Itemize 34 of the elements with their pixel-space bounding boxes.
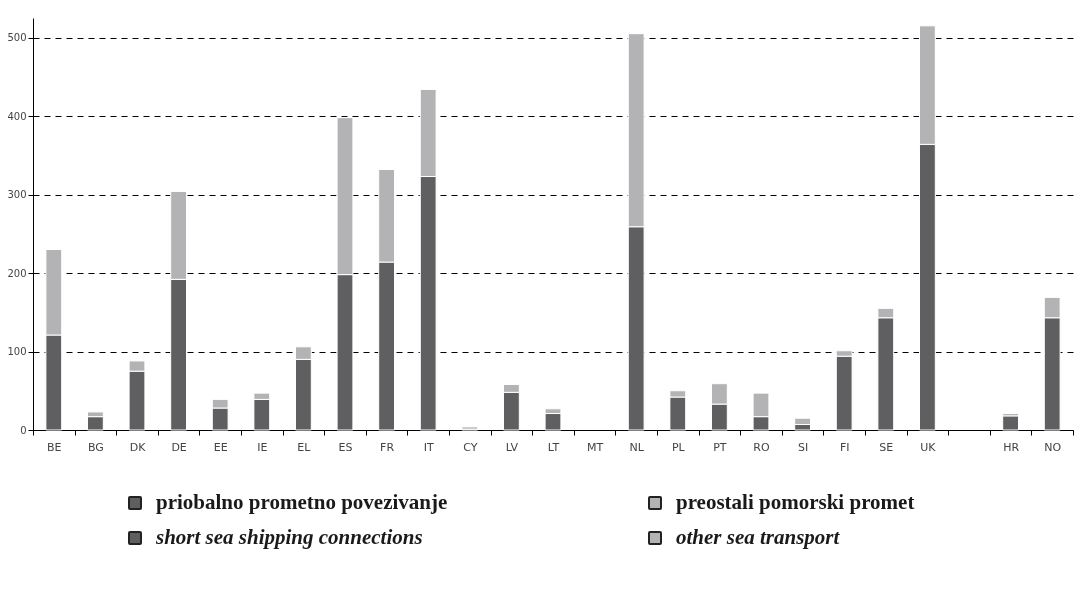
x-tick-label: PT — [713, 440, 727, 454]
y-tick-label: 0 — [20, 424, 27, 436]
x-tick-label: DE — [171, 440, 187, 454]
y-tick-label: 300 — [7, 189, 27, 201]
x-tick-label: HR — [1003, 440, 1020, 454]
x-tick-label: NO — [1044, 440, 1062, 454]
y-tick-label: 400 — [7, 110, 27, 122]
x-tick-label: ES — [338, 440, 353, 454]
x-tick-label: IT — [423, 440, 434, 454]
x-tick-label: LT — [547, 440, 560, 454]
x-tick-label: SE — [879, 440, 894, 454]
x-tick-label: BG — [87, 440, 104, 454]
y-tick-label: 100 — [7, 346, 27, 358]
x-tick-label: FR — [380, 440, 395, 454]
y-tick-label: 200 — [7, 267, 27, 279]
legend-label: priobalno prometno povezivanje — [156, 490, 448, 515]
legend-label: preostali pomorski promet — [676, 490, 915, 515]
x-tick-label: UK — [920, 440, 937, 454]
text: other sea transport — [676, 525, 840, 550]
x-tick-label: NL — [629, 440, 645, 454]
x-tick-label: SI — [797, 440, 809, 454]
x-tick-label: RO — [753, 440, 770, 454]
x-tick-label: BE — [47, 440, 62, 454]
x-tick-label: FI — [839, 440, 850, 454]
x-tick-label: PL — [671, 440, 686, 454]
x-tick-label: IE — [257, 440, 268, 454]
text: short sea shipping connections — [156, 525, 423, 550]
x-tick-label: EL — [297, 440, 312, 454]
x-tick-label: EE — [213, 440, 228, 454]
x-tick-label: CY — [463, 440, 478, 454]
y-tick-label: 500 — [7, 32, 27, 44]
x-tick-label: MT — [586, 440, 604, 454]
x-tick-label: DK — [129, 440, 147, 454]
x-tick-label: LV — [505, 440, 519, 454]
